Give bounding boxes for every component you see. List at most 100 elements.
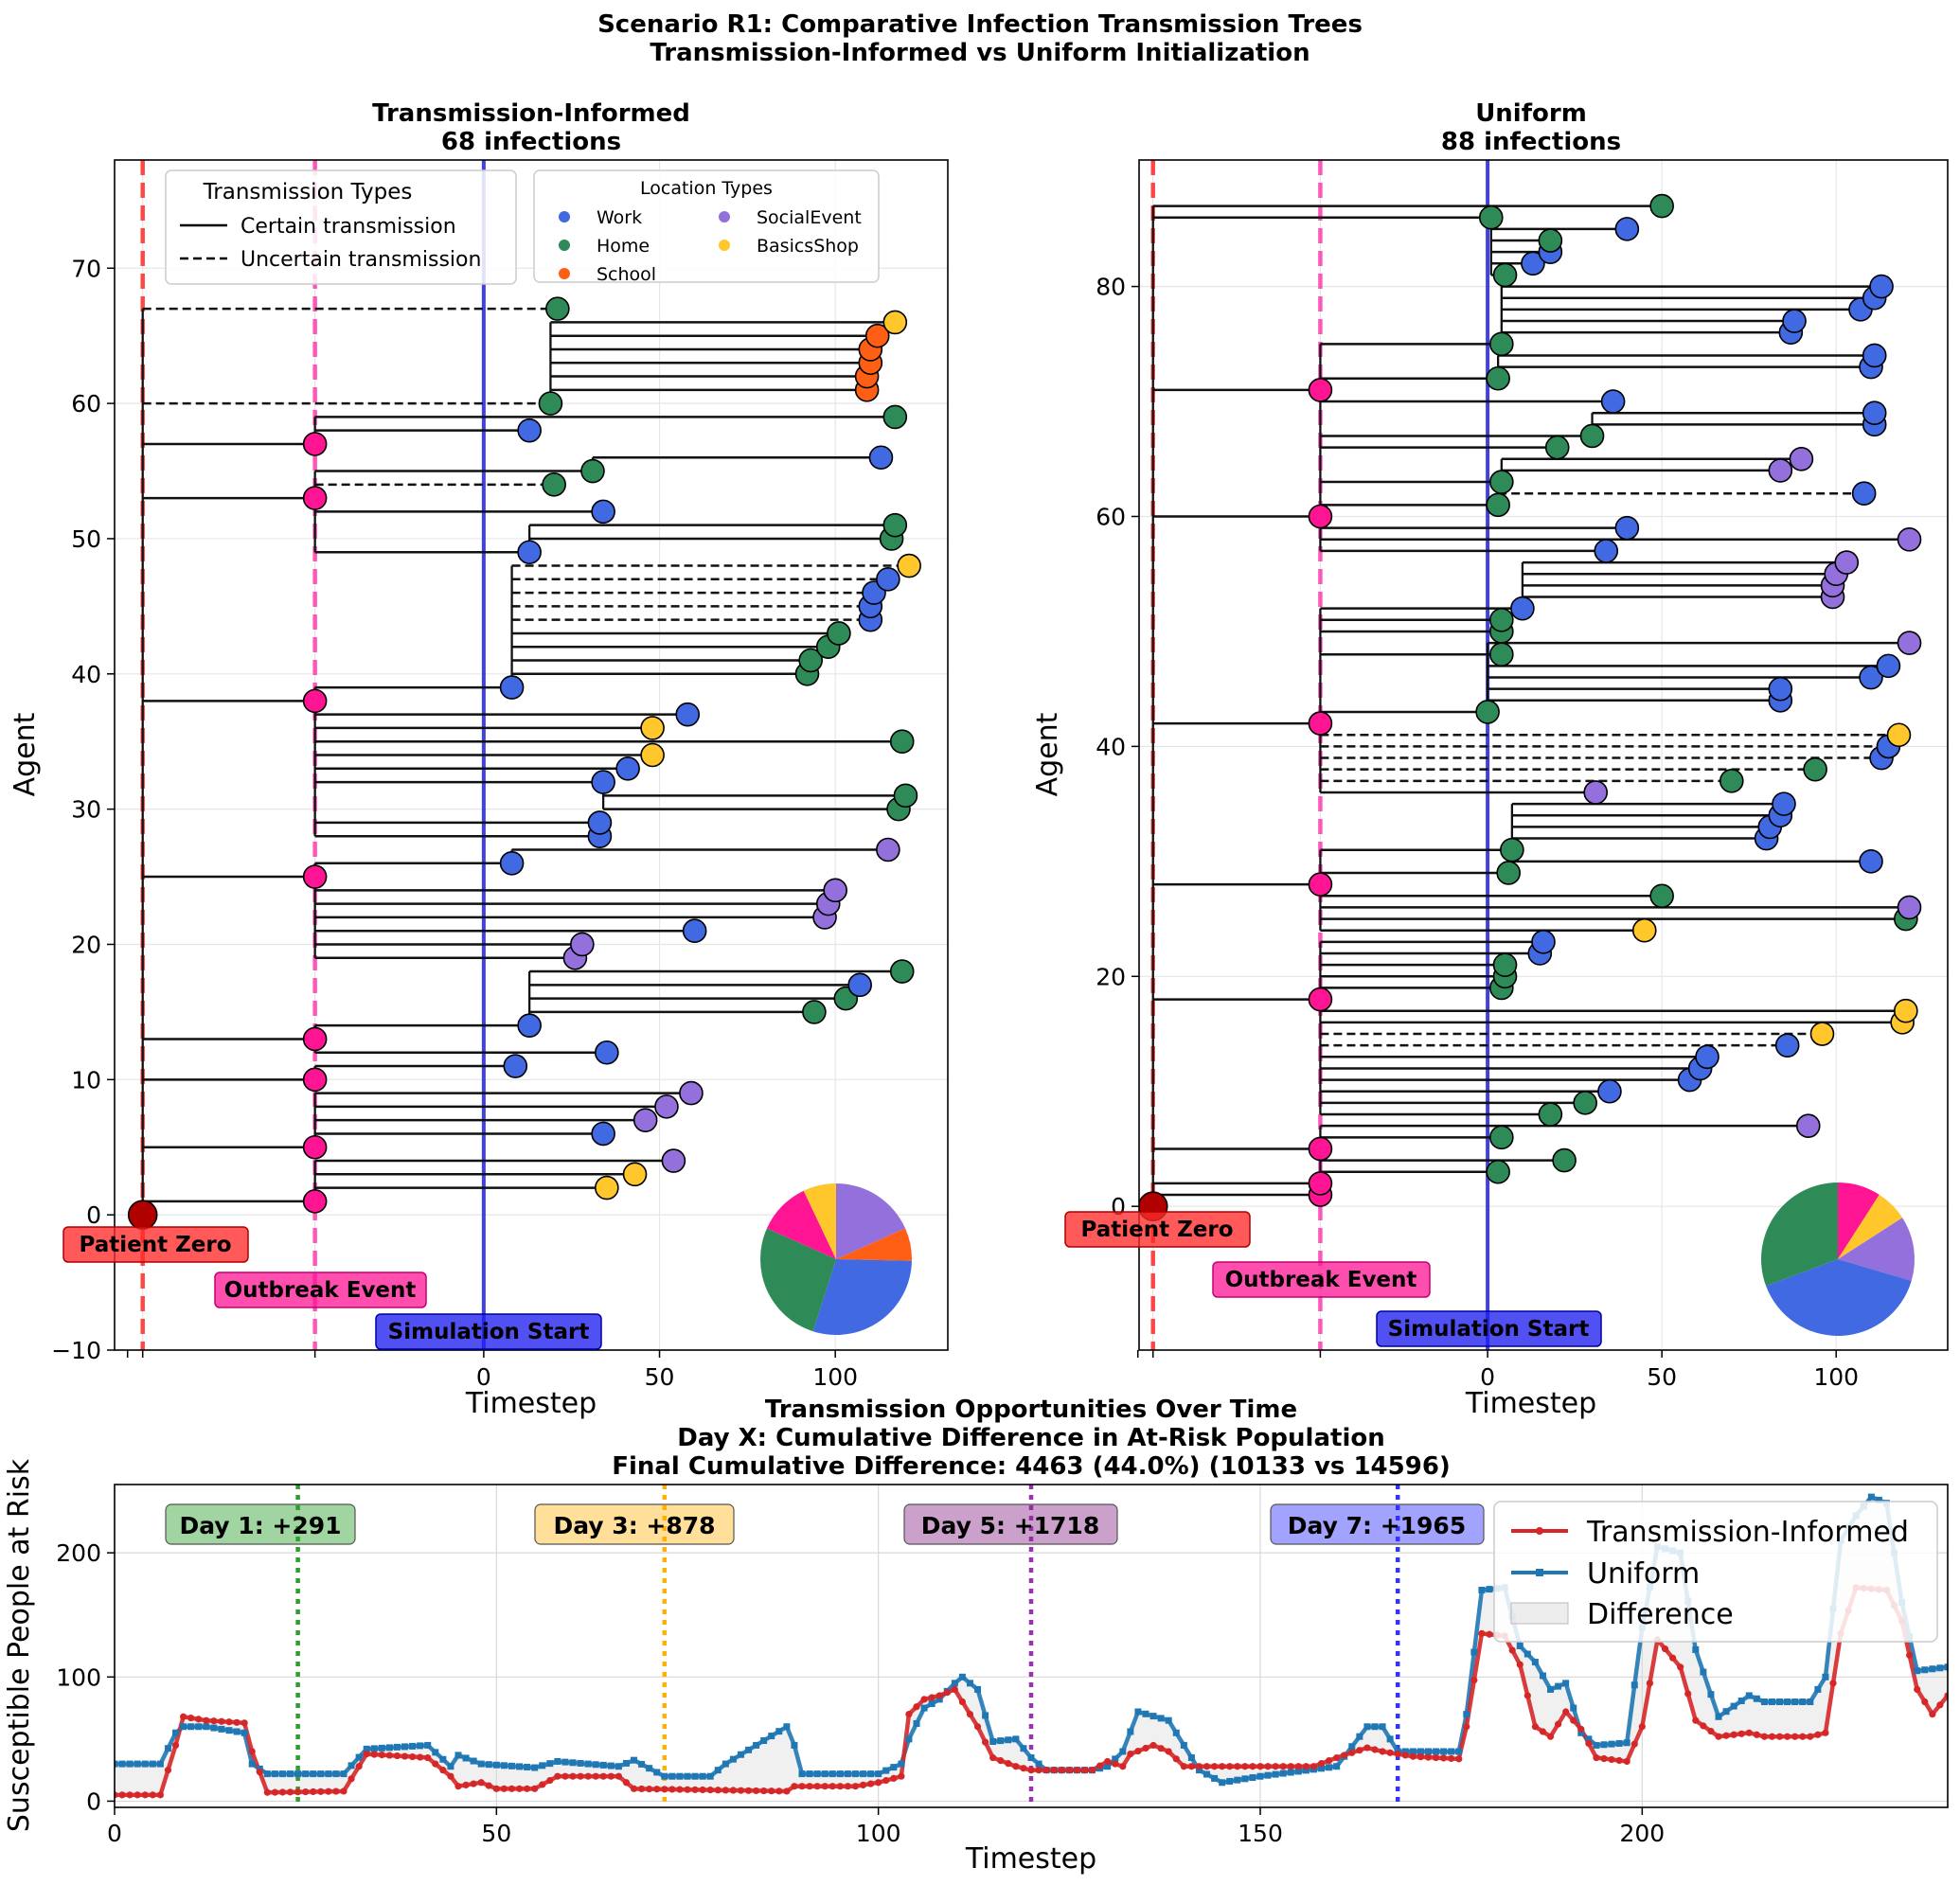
transmission-informed-point [1623,1757,1630,1766]
transmission-informed-point [1379,1748,1386,1755]
transmission-informed-point [1203,1763,1211,1770]
transmission-informed-point [1951,1708,1958,1715]
uniform-point [1615,1739,1623,1747]
left-xtick-label: 0 [476,1363,491,1391]
uniform-point [714,1767,722,1774]
left-node-agent-5 [302,1134,328,1160]
uniform-point [1921,1666,1929,1674]
uniform-point [477,1760,485,1768]
transmission-informed-point [1172,1755,1180,1763]
uniform-point [1249,1774,1256,1782]
uniform-point [1180,1741,1187,1749]
uniform-point [851,1770,859,1778]
transmission-informed-point [1134,1747,1142,1755]
transmission-informed-point [1119,1763,1127,1770]
right-ytick-label: 60 [1096,503,1126,530]
left-ytick-label: 0 [86,1201,101,1229]
right-node-agent-64 [1768,458,1793,483]
right-node-agent-38 [1803,756,1827,782]
transmission-informed-point [1638,1723,1646,1731]
uniform-point [539,1762,546,1769]
left-node-agent-56 [868,445,894,471]
left-ylabel: Agent [9,712,42,796]
uniform-point [225,1727,233,1734]
transmission-informed-point [401,1752,409,1760]
uniform-point [1715,1713,1722,1720]
transmission-informed-point [737,1787,745,1794]
transmission-informed-point [462,1781,470,1788]
bottom-xtick-label: 150 [1238,1820,1283,1847]
uniform-point [1707,1691,1715,1698]
right-node-agent-70 [1600,389,1626,414]
uniform-point [638,1760,646,1768]
uniform-point [1730,1702,1737,1710]
annotation-outbreak-left: Outbreak Event [214,1271,427,1308]
transmission-informed-point [1677,1663,1684,1671]
uniform-point [1585,1735,1593,1743]
left-pie-slice-work [812,1259,912,1335]
series-transmission-informed-line [115,1585,1948,1798]
transmission-informed-point [744,1787,753,1794]
right-node-agent-14 [1774,1033,1800,1058]
left-node-agent-55 [580,458,605,484]
bottom-ytick-label: 100 [56,1663,101,1691]
uniform-point [1737,1698,1745,1705]
transmission-informed-point [1722,1732,1730,1739]
uniform-point [393,1743,401,1751]
uniform-point [599,1761,607,1769]
transmission-informed-point [813,1783,821,1790]
left-node-agent-51 [882,512,908,538]
transmission-informed-point [836,1783,844,1790]
transmission-informed-point [1317,1760,1326,1768]
uniform-point [1486,1586,1493,1593]
right-pie-slice-work [1766,1259,1912,1336]
left-node-agent-57 [302,432,328,456]
left-node-agent-60 [538,391,563,416]
right-node-agent-85 [1614,217,1640,241]
transmission-informed-point [1165,1748,1172,1755]
transmission-informed-point [1775,1733,1784,1740]
transmission-informed-point [1730,1731,1737,1738]
transmission-informed-point [1341,1752,1348,1759]
left-node-agent-59 [882,404,908,430]
transmission-informed-point [783,1787,791,1795]
uniform-point [622,1759,630,1767]
right-node-agent-24 [1631,917,1657,943]
figure-title-line1: Scenario R1: Comparative Infection Trans… [597,10,1363,39]
uniform-point [1287,1769,1294,1776]
uniform-point [821,1770,829,1778]
uniform-point [1630,1681,1638,1689]
uniform-point [829,1770,836,1778]
transmission-informed-point [1546,1733,1555,1740]
svg-text:Day 5: +1718: Day 5: +1718 [921,1512,1099,1539]
transmission-informed-point [1127,1751,1134,1758]
right-node-agent-82 [1521,251,1545,276]
transmission-informed-point [340,1787,347,1795]
right-xtick-label: 50 [1647,1363,1677,1391]
right-pie-slice-outbreak [1838,1183,1880,1259]
uniform-point [325,1770,332,1778]
uniform-point [913,1719,920,1727]
transmission-informed-point [1065,1767,1073,1774]
uniform-point [1929,1665,1936,1673]
legend-work: Work [597,207,642,228]
uniform-point [1944,1663,1948,1671]
bottom-title-3: Final Cumulative Difference: 4463 (44.0%… [612,1452,1451,1481]
uniform-point [1379,1723,1386,1731]
left-node-agent-11 [503,1054,528,1078]
right-pie [1760,1183,1915,1336]
uniform-point [1562,1680,1570,1687]
transmission-informed-point [973,1723,982,1731]
transmission-informed-point [1921,1698,1929,1706]
uniform-point [1294,1768,1302,1775]
right-node-agent-57 [1594,539,1619,563]
right-node-agent-3 [1486,1159,1510,1184]
left-node-agent-6 [591,1121,615,1147]
uniform-point [1127,1728,1134,1735]
transmission-informed-point [524,1785,531,1792]
transmission-informed-point [1302,1763,1310,1770]
bottom-xtick-label: 100 [856,1820,901,1847]
uniform-point [875,1770,882,1778]
uniform-point [1424,1748,1432,1755]
transmission-informed-point [615,1772,623,1780]
